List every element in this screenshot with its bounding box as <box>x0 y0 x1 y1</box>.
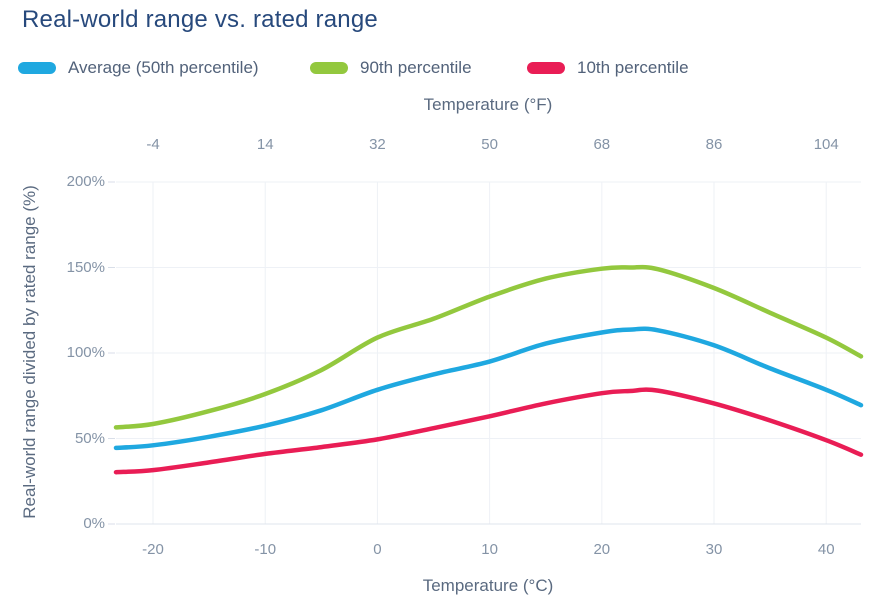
y-tick-label: 100% <box>66 344 105 361</box>
y-axis-title: Real-world range divided by rated range … <box>20 185 39 519</box>
legend-swatch-average <box>18 62 56 74</box>
legend-swatch-10th <box>527 62 565 74</box>
legend-item-average[interactable]: Average (50th percentile) <box>18 58 259 78</box>
chart-title: Real-world range vs. rated range <box>22 6 378 33</box>
x-tick-label-celsius: 0 <box>373 541 382 558</box>
y-tick-label: 50% <box>74 429 105 447</box>
x-tick-label-celsius: 30 <box>705 541 723 558</box>
x-tick-label-fahrenheit: 50 <box>481 136 498 153</box>
legend-label: Average (50th percentile) <box>68 58 259 77</box>
x-tick-label-celsius: -20 <box>142 541 164 558</box>
x-axis-title-fahrenheit: Temperature (°F) <box>423 95 553 114</box>
legend-swatch-90th <box>310 62 348 74</box>
x-tick-label-fahrenheit: 104 <box>813 136 839 153</box>
series-line-90th[interactable] <box>113 264 864 430</box>
x-tick-label-celsius: 40 <box>817 541 835 558</box>
x-axis-title-celsius: Temperature (°C) <box>422 576 554 595</box>
legend-label: 10th percentile <box>577 58 689 77</box>
y-tick-label: 200% <box>66 173 105 190</box>
legend-item-90th[interactable]: 90th percentile <box>310 58 472 78</box>
series-line-average[interactable] <box>113 326 864 451</box>
legend-label: 90th percentile <box>360 58 472 77</box>
x-tick-label-celsius: 10 <box>481 541 498 558</box>
x-tick-label-fahrenheit: -4 <box>146 136 160 153</box>
x-tick-label-fahrenheit: 68 <box>593 136 611 153</box>
y-tick-label: 0% <box>83 515 105 532</box>
x-tick-label-fahrenheit: 32 <box>369 136 386 153</box>
y-tick-label: 150% <box>66 258 105 276</box>
x-tick-label-celsius: 20 <box>593 541 611 558</box>
x-tick-label-fahrenheit: 14 <box>256 136 274 153</box>
legend-item-10th[interactable]: 10th percentile <box>527 58 689 78</box>
x-tick-label-celsius: -10 <box>254 541 277 558</box>
x-tick-label-fahrenheit: 86 <box>705 136 723 153</box>
series-line-10th[interactable] <box>113 387 864 475</box>
